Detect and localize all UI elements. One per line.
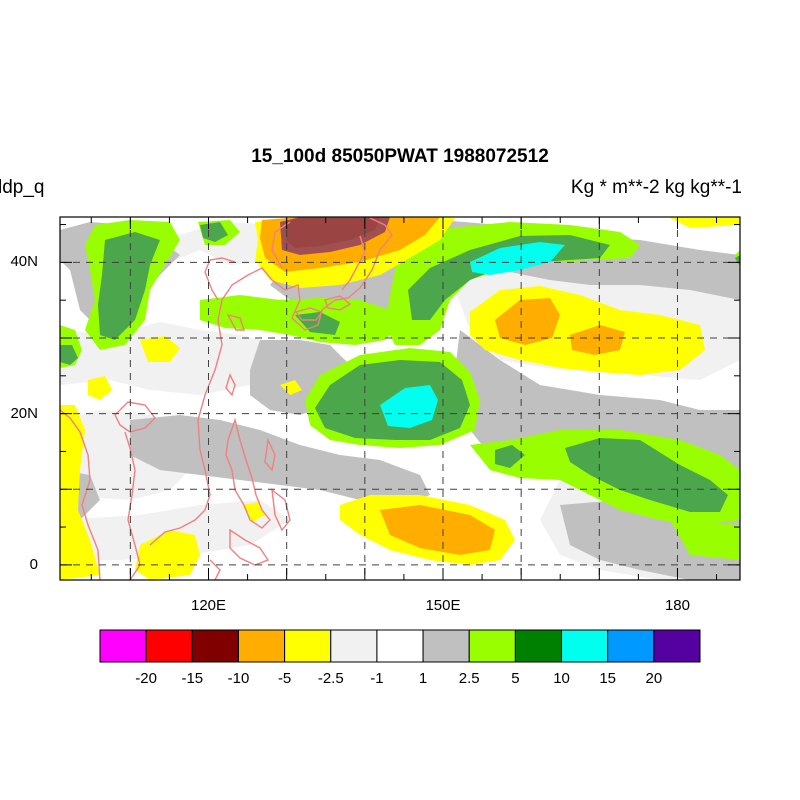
colorbar-swatch xyxy=(237,629,286,663)
colorbar-label: 15 xyxy=(599,670,617,687)
colorbar-swatch xyxy=(191,629,239,663)
lat-tick-label: 40N xyxy=(10,253,38,271)
colorbar-swatch xyxy=(468,629,516,663)
colorbar-label: -1 xyxy=(370,670,384,687)
colorbar-swatch xyxy=(284,629,332,663)
colorbar-swatch xyxy=(422,629,470,663)
variable-label: ldp_q xyxy=(0,177,45,198)
lon-tick-label: 180 xyxy=(664,597,690,614)
colorbar-swatch xyxy=(330,629,378,663)
colorbar-label: 1 xyxy=(418,670,428,687)
colorbar-label: 2.5 xyxy=(458,670,480,687)
colorbar-label: -20 xyxy=(135,670,157,687)
colorbar-swatch xyxy=(561,629,609,663)
colorbar-swatch xyxy=(653,629,701,663)
colorbar-label: -5 xyxy=(277,670,292,687)
lon-tick-label: 120E xyxy=(190,597,227,614)
colorbar-swatch xyxy=(514,629,563,663)
map-grid xyxy=(60,217,740,580)
contour-fill-layer xyxy=(60,217,740,580)
colorbar-label: -10 xyxy=(227,670,250,687)
colorbar-label: -15 xyxy=(181,670,204,687)
plot-title: 15_100d 85050PWAT 1988072512 xyxy=(251,146,549,167)
colorbar-label: 5 xyxy=(511,670,520,687)
colorbar-label: 20 xyxy=(645,670,663,687)
colorbar-swatch xyxy=(376,629,424,663)
lat-tick-label: 20N xyxy=(10,404,38,422)
colorbar-swatch xyxy=(607,629,655,663)
units-label: Kg * m**-2 kg kg**-1 xyxy=(570,177,742,198)
colorbar-swatch xyxy=(99,629,147,663)
axis-ticks xyxy=(60,217,740,580)
colorbar xyxy=(99,629,701,663)
colorbar-label: -2.5 xyxy=(317,670,344,687)
lat-tick-label: 0 xyxy=(29,555,38,573)
lon-tick-label: 150E xyxy=(425,597,461,614)
colorbar-label: 10 xyxy=(553,670,570,687)
colorbar-swatch xyxy=(145,629,193,663)
map-frame xyxy=(59,216,741,581)
